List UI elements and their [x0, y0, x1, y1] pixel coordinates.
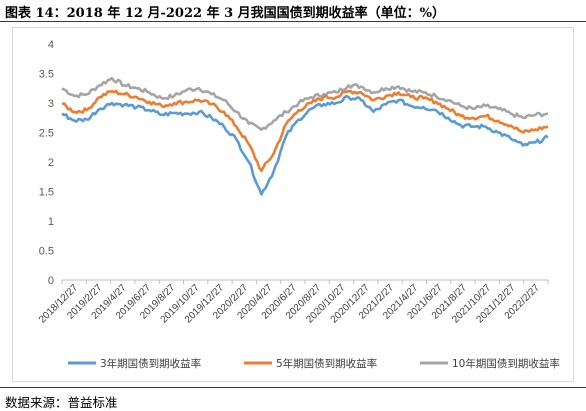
y-tick-label: 1.5 [39, 187, 54, 199]
y-tick-label: 0.5 [39, 246, 54, 258]
series-line-2 [61, 89, 549, 173]
y-tick-label: 2 [48, 157, 54, 169]
y-tick-label: 1 [48, 216, 54, 228]
data-source-note: 数据来源：普益标准 [5, 395, 118, 410]
y-axis-tick-labels: 0 0.5 1 1.5 2 2.5 3 3.5 4 [39, 39, 54, 287]
series-line-3 [61, 76, 549, 131]
legend-label: 3年期国债到期收益率 [100, 357, 201, 370]
series-line-1 [61, 94, 549, 196]
series-lines [61, 76, 549, 196]
y-tick-label: 4 [48, 39, 54, 51]
legend-label: 5年期国债到期收益率 [276, 357, 377, 370]
figure-caption: 图表 14：2018 年 12 月-2022 年 3 月我国国债到期收益率（单位… [5, 6, 446, 21]
chart-frame [12, 27, 574, 382]
yield-line-chart: 0 0.5 1 1.5 2 2.5 3 3.5 4 2018/12/272019/2/27201… [37, 39, 560, 370]
y-tick-label: 3.5 [39, 69, 54, 81]
caption-rule [0, 21, 586, 22]
x-axis-tick-labels: 2018/12/272019/2/272019/4/272019/6/27201… [37, 282, 542, 325]
y-tick-label: 0 [48, 275, 54, 287]
x-axis-tick-marks [61, 280, 549, 284]
legend: 3年期国债到期收益率 5年期国债到期收益率 10年期国债到期收益率 [68, 357, 560, 370]
legend-label: 10年期国债到期收益率 [452, 357, 560, 370]
y-tick-label: 2.5 [39, 128, 54, 140]
source-rule [0, 387, 586, 388]
y-tick-label: 3 [48, 98, 54, 110]
